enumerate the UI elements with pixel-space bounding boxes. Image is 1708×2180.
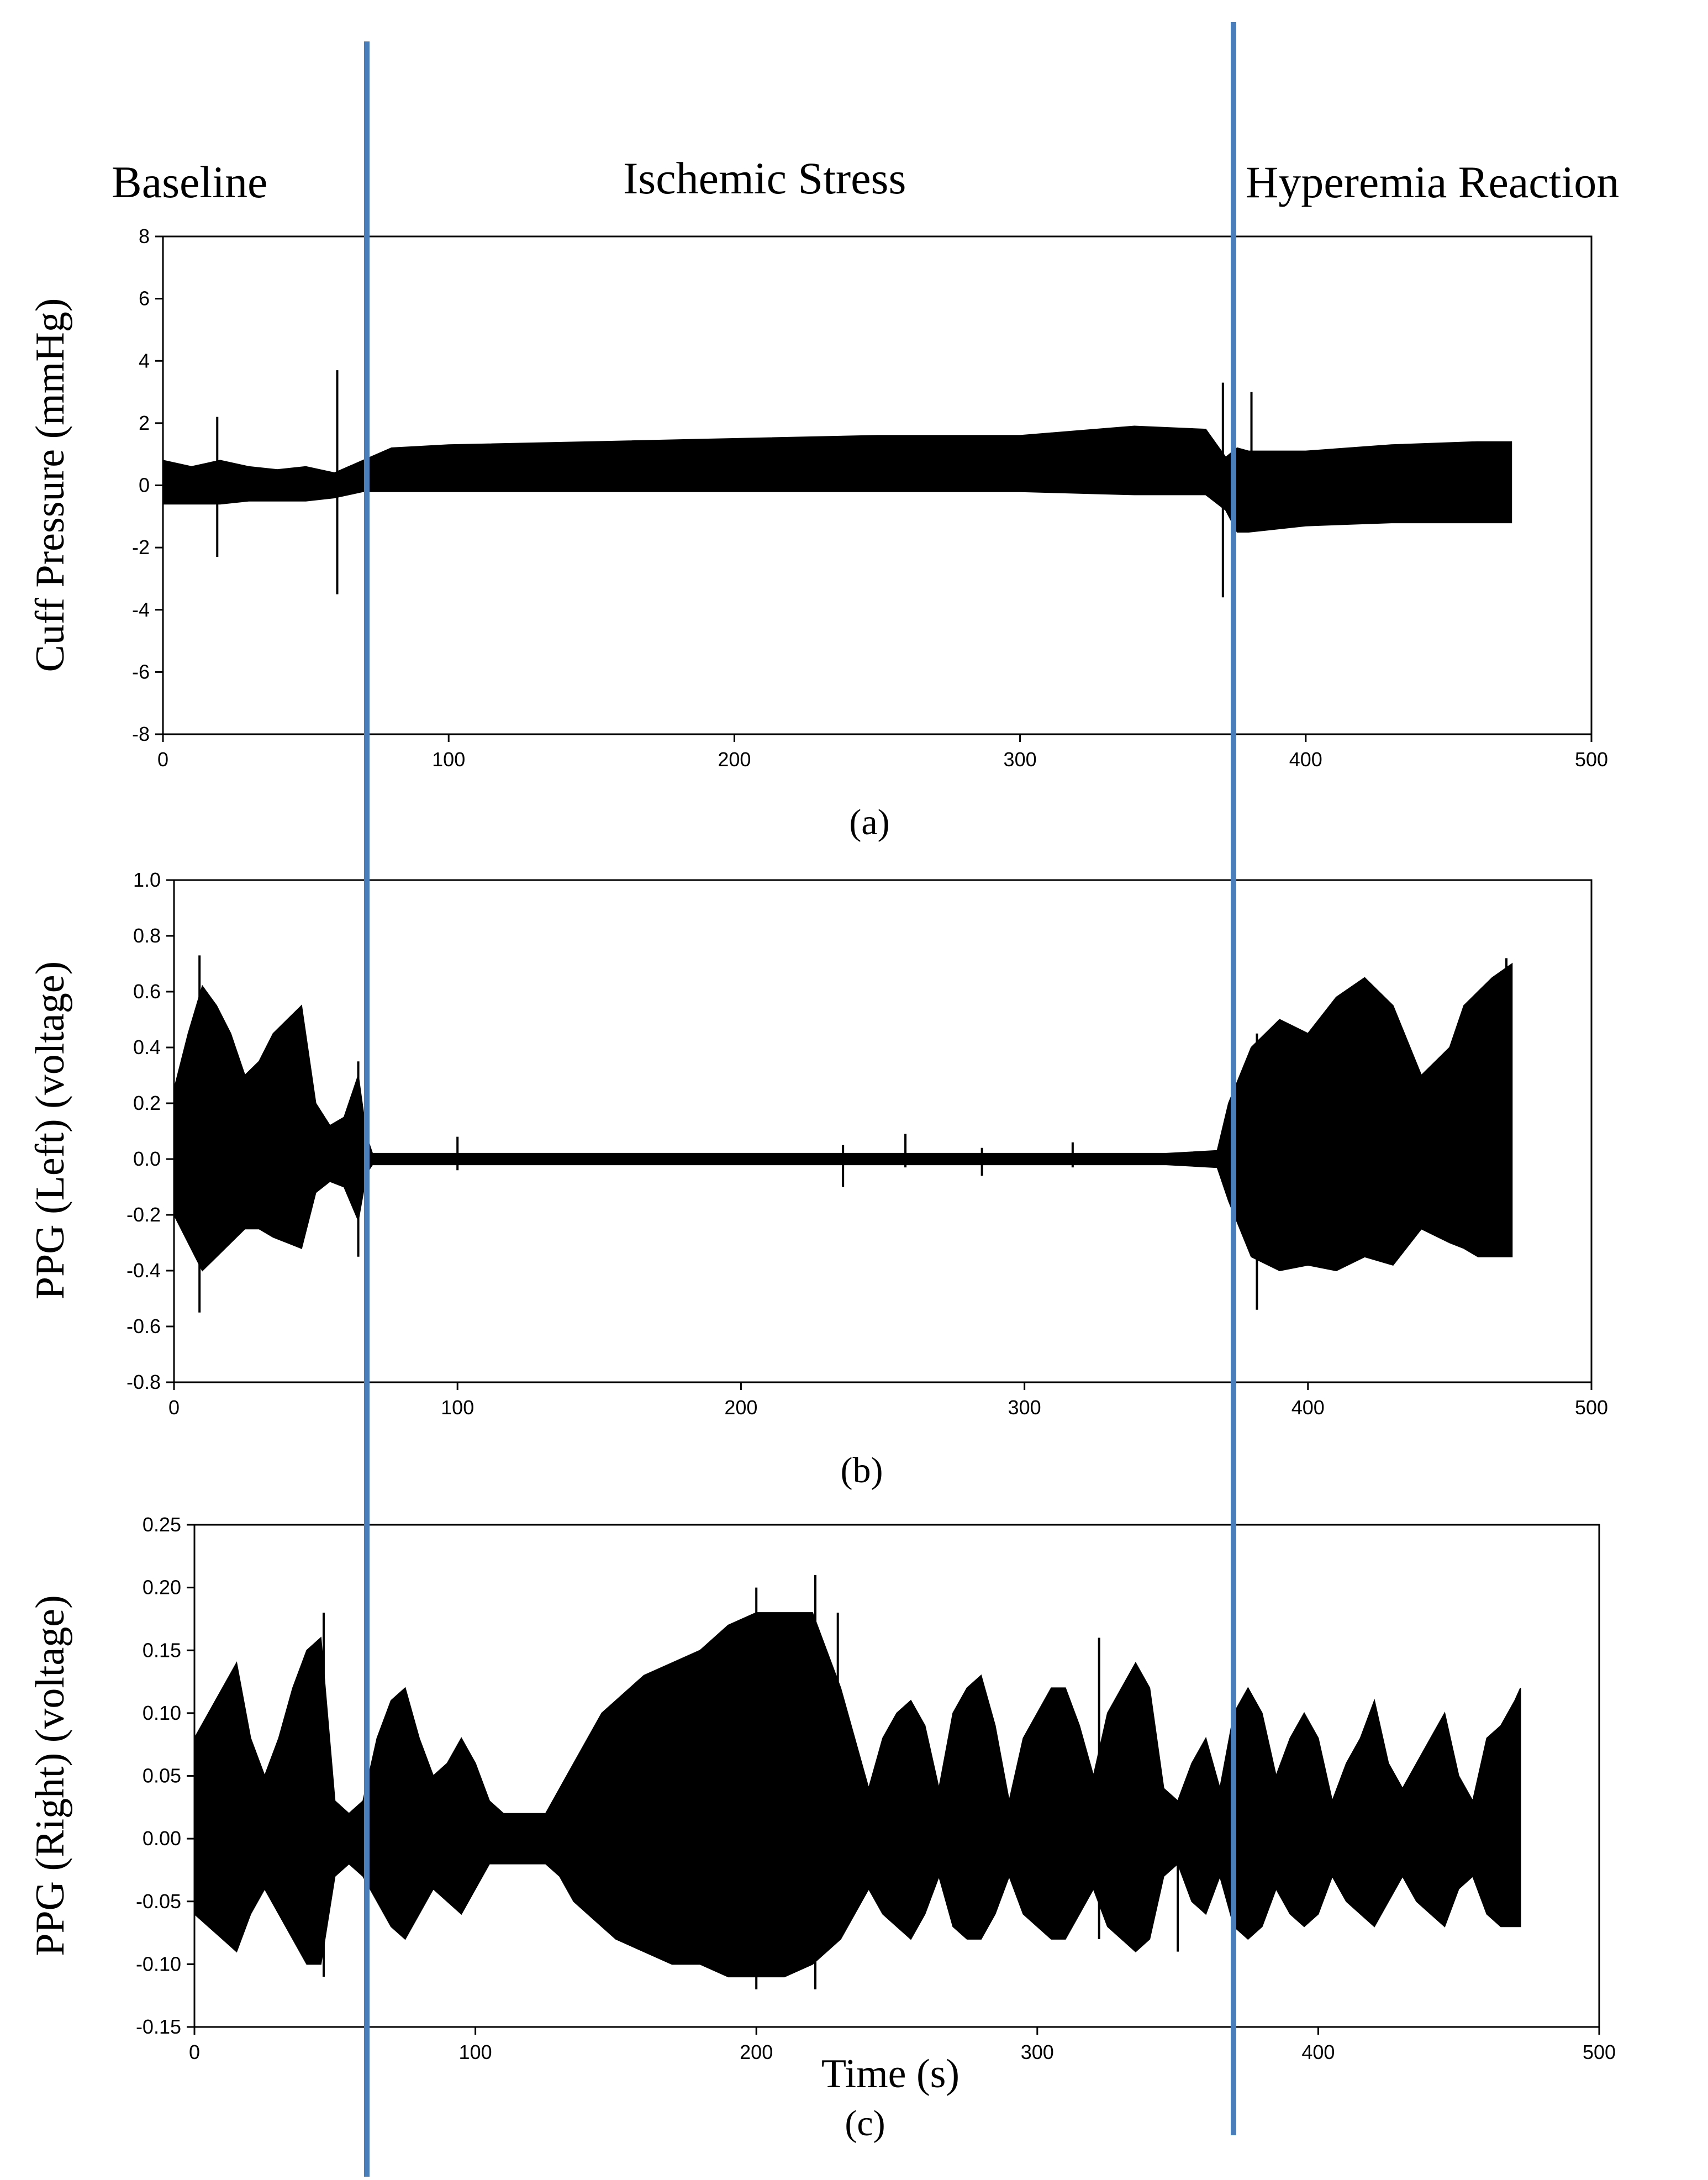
panel-c: -0.15-0.10-0.050.000.050.100.150.200.25 … xyxy=(28,1513,1616,2144)
y-tick-label-c-4: 0.05 xyxy=(143,1765,181,1787)
x-tick-label-b-3: 300 xyxy=(1008,1396,1041,1419)
y-tick-label-b-7: 0.6 xyxy=(133,980,161,1003)
x-tick-label-b-1: 100 xyxy=(441,1396,474,1419)
x-tick-label-c-0: 0 xyxy=(189,2041,200,2063)
y-tick-label-b-6: 0.4 xyxy=(133,1036,161,1059)
plot-area-b xyxy=(173,879,1593,1383)
region-label-baseline: Baseline xyxy=(112,157,267,207)
y-ticks-a: -8 -6 -4 -2 0 2 4 6 8 xyxy=(132,225,163,745)
y-tick-label-c-5: 0.10 xyxy=(143,1702,181,1724)
x-ticks-b: 0 100 200 300 400 500 xyxy=(168,1382,1608,1419)
y-tick-label-a-4: 0 xyxy=(139,474,150,497)
y-tick-label-b-4: 0.0 xyxy=(133,1147,161,1170)
x-tick-label-a-5: 500 xyxy=(1575,748,1608,771)
signal-envelope-c-0 xyxy=(194,1612,1521,1978)
y-tick-label-c-8: 0.25 xyxy=(143,1513,181,1536)
y-tick-label-c-2: -0.05 xyxy=(136,1890,181,1913)
y-tick-label-b-9: 1.0 xyxy=(133,868,161,891)
y-ticks-b: -0.8 -0.6 -0.4 -0.2 0.0 0.2 0.4 0.6 0.8 1.0 xyxy=(126,868,174,1393)
signal-envelope-a-0 xyxy=(162,425,1512,533)
y-axis-label-b: PPG (Left) (voltage) xyxy=(28,961,73,1299)
y-tick-label-b-5: 0.2 xyxy=(133,1092,161,1114)
x-ticks-c: 0 100 200 300 400 500 xyxy=(189,2027,1616,2063)
caption-a: (a) xyxy=(849,802,889,842)
x-tick-label-a-2: 200 xyxy=(718,748,751,771)
x-tick-label-a-1: 100 xyxy=(432,748,465,771)
y-tick-label-a-5: 2 xyxy=(139,412,150,434)
y-tick-label-c-7: 0.20 xyxy=(143,1576,181,1599)
x-tick-label-c-5: 500 xyxy=(1583,2041,1616,2063)
y-tick-label-a-2: -4 xyxy=(132,598,150,621)
y-tick-label-a-8: 8 xyxy=(139,225,150,248)
signal-trace-c xyxy=(194,1575,1521,1989)
panel-a: -8 -6 -4 -2 0 2 4 6 8 0 100 200 300 400 500 Cuff Pres… xyxy=(28,225,1608,842)
y-tick-label-b-1: -0.6 xyxy=(126,1315,161,1338)
x-axis-label-c: Time (s) xyxy=(821,2051,960,2097)
y-tick-label-a-7: 6 xyxy=(139,287,150,310)
y-tick-label-a-1: -6 xyxy=(132,660,150,683)
y-tick-label-b-2: -0.4 xyxy=(126,1259,161,1282)
x-tick-label-c-3: 300 xyxy=(1021,2041,1054,2063)
panel-b: -0.8 -0.6 -0.4 -0.2 0.0 0.2 0.4 0.6 0.8 1.0 0 100 2… xyxy=(28,868,1608,1491)
signal-envelope-b-0 xyxy=(173,962,1513,1272)
x-tick-label-c-4: 400 xyxy=(1301,2041,1335,2063)
x-tick-label-b-0: 0 xyxy=(168,1396,180,1419)
y-tick-label-b-8: 0.8 xyxy=(133,924,161,947)
caption-b: (b) xyxy=(841,1450,883,1491)
x-tick-label-c-2: 200 xyxy=(740,2041,773,2063)
caption-c: (c) xyxy=(845,2103,885,2144)
x-tick-label-b-4: 400 xyxy=(1291,1396,1325,1419)
region-label-ischemic: Ischemic Stress xyxy=(623,153,906,203)
y-axis-label-c: PPG (Right) (voltage) xyxy=(28,1595,73,1956)
y-tick-label-b-0: -0.8 xyxy=(126,1371,161,1393)
x-tick-label-a-0: 0 xyxy=(157,748,168,771)
y-tick-label-c-6: 0.15 xyxy=(143,1639,181,1661)
y-tick-label-a-6: 4 xyxy=(139,349,150,372)
y-tick-label-a-0: -8 xyxy=(132,723,150,745)
x-tick-label-b-2: 200 xyxy=(724,1396,757,1419)
signal-trace-b xyxy=(173,955,1513,1313)
x-tick-label-a-4: 400 xyxy=(1289,748,1322,771)
y-tick-label-a-3: -2 xyxy=(132,536,150,559)
x-tick-label-a-3: 300 xyxy=(1004,748,1037,771)
y-ticks-c: -0.15 -0.10 -0.05 0.00 0.05 0.10 0.15 0.20 0.25 xyxy=(136,1513,194,2038)
x-ticks-a: 0 100 200 300 400 500 xyxy=(157,734,1608,771)
x-tick-label-b-5: 500 xyxy=(1575,1396,1608,1419)
y-axis-label-a: Cuff Pressure (mmHg) xyxy=(28,298,73,672)
y-tick-label-c-3: 0.00 xyxy=(143,1827,181,1850)
region-label-hyperemia: Hyperemia Reaction xyxy=(1246,157,1619,207)
y-tick-label-c-1: -0.10 xyxy=(136,1952,181,1975)
y-tick-label-c-0: -0.15 xyxy=(136,2015,181,2038)
y-tick-label-b-3: -0.2 xyxy=(126,1203,161,1226)
x-tick-label-c-1: 100 xyxy=(459,2041,492,2063)
